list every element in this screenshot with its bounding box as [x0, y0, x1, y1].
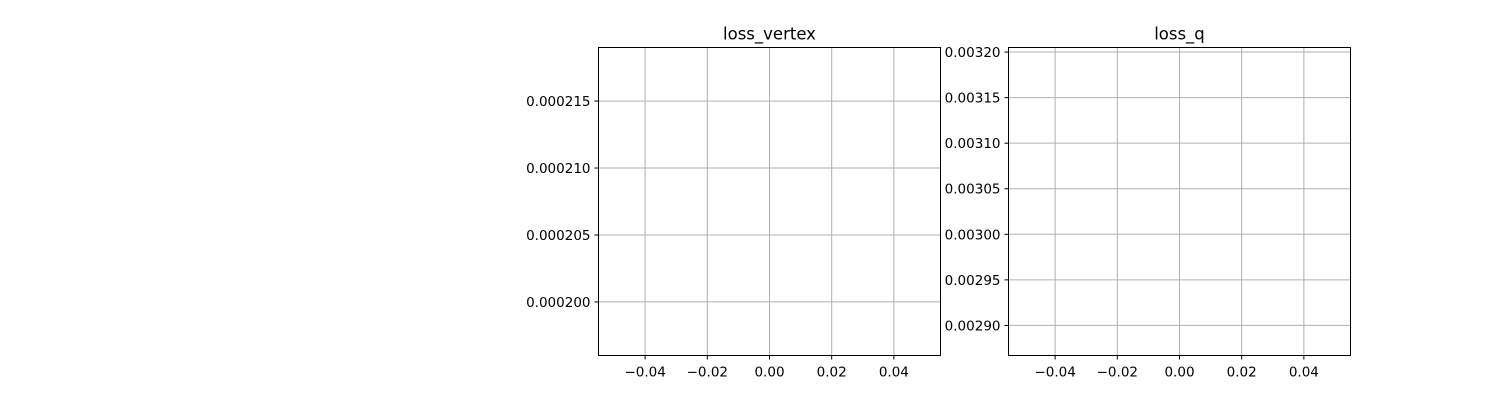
x-tick-label: −0.02	[687, 365, 728, 381]
y-tick-label: 0.00320	[945, 45, 1001, 61]
x-tick-label: 0.04	[879, 365, 909, 381]
y-tick-label: 0.000205	[526, 228, 590, 244]
x-tick-label: 0.04	[1289, 365, 1319, 381]
y-tick-label: 0.00300	[945, 227, 1001, 243]
y-tick-label: 0.000215	[526, 94, 590, 110]
x-tick-label: −0.02	[1097, 365, 1138, 381]
x-tick-label: 0.00	[754, 365, 784, 381]
x-tick-label: −0.04	[624, 365, 665, 381]
x-tick-label: 0.02	[1227, 365, 1257, 381]
x-tick-label: −0.04	[1034, 365, 1075, 381]
x-tick-label: 0.00	[1164, 365, 1194, 381]
y-tick-label: 0.00295	[945, 273, 1001, 289]
y-tick-label: 0.00290	[945, 318, 1001, 334]
y-tick-label: 0.00310	[945, 136, 1001, 152]
y-tick-label: 0.000210	[526, 161, 590, 177]
y-tick-label: 0.00305	[945, 182, 1001, 198]
chart-loss-vertex: −0.04 −0.02 0.00 0.02 0.04 0.000200 0.000205 0.…	[526, 25, 941, 381]
y-tick-label: 0.000200	[526, 295, 590, 311]
chart-loss-q: −0.04 −0.02 0.00 0.02 0.04 0.00290 0.00295 0.00…	[945, 25, 1351, 381]
x-tick-label: 0.02	[817, 365, 847, 381]
chart-title-loss-vertex: loss_vertex	[723, 25, 816, 45]
y-tick-label: 0.00315	[945, 91, 1001, 107]
chart-title-loss-q: loss_q	[1154, 25, 1205, 45]
